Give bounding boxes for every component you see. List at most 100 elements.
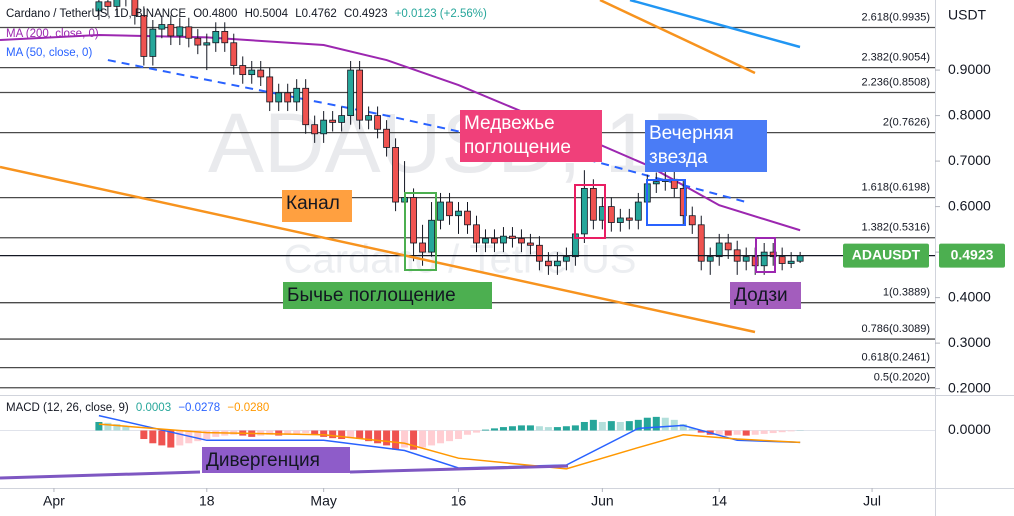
header: Cardano / TetherUS, 1D, BINANCE O0.4800 … bbox=[6, 8, 491, 20]
candle-body bbox=[239, 65, 247, 76]
price-tag-label: 0.4923 bbox=[951, 246, 994, 262]
histogram-bar bbox=[607, 421, 615, 431]
histogram-bar bbox=[293, 430, 301, 434]
macd-legend: MACD (12, 26, close, 9) 0.0003 −0.0278 −… bbox=[6, 402, 273, 414]
candle-body bbox=[545, 260, 552, 267]
fib-label: 1(0.3889) bbox=[883, 287, 930, 299]
ma-legend: MA (200, close, 0) bbox=[6, 28, 99, 40]
candle-body bbox=[392, 147, 399, 203]
fib-label: 0.618(0.2461) bbox=[862, 352, 931, 364]
high: H0.5004 bbox=[244, 8, 289, 20]
watermark-subtitle: Cardano / TetherUS bbox=[284, 238, 637, 282]
macd-tick-label: 0.0000 bbox=[948, 421, 991, 437]
candle-body bbox=[320, 119, 328, 135]
histogram-bar bbox=[455, 430, 463, 440]
title: Cardano / TetherUS, 1D, BINANCE bbox=[6, 8, 187, 20]
histogram-bar bbox=[329, 430, 337, 439]
histogram-bar bbox=[472, 430, 480, 433]
annotation: Бычье поглощение bbox=[283, 282, 492, 309]
candle-body bbox=[482, 238, 489, 244]
fib-label: 1.618(0.6198) bbox=[862, 181, 931, 193]
histogram-bar bbox=[580, 421, 588, 431]
candle-body bbox=[212, 30, 220, 44]
x-tick-label: May bbox=[310, 493, 336, 509]
histogram-bar bbox=[437, 430, 445, 444]
fib-label: 2.382(0.9054) bbox=[862, 52, 931, 64]
histogram-bar bbox=[679, 424, 687, 431]
histogram-bar bbox=[481, 429, 489, 431]
candle-body bbox=[527, 242, 534, 246]
histogram-bar bbox=[383, 430, 391, 446]
histogram-bar bbox=[544, 427, 552, 431]
candle-body bbox=[311, 124, 319, 135]
histogram-bar bbox=[356, 430, 364, 440]
highlight-box bbox=[646, 179, 686, 226]
histogram-bar bbox=[499, 427, 507, 431]
candle-body bbox=[95, 1, 103, 12]
histogram-bar bbox=[104, 422, 112, 431]
histogram-bar bbox=[275, 430, 283, 436]
histogram-bar bbox=[410, 430, 418, 450]
histogram-bar bbox=[643, 417, 651, 431]
channel-line bbox=[599, 0, 756, 75]
histogram-bar bbox=[365, 430, 373, 442]
ma-legend: MA (50, close, 0) bbox=[6, 47, 93, 59]
symbol-tag bbox=[843, 243, 929, 268]
histogram-bar bbox=[428, 430, 436, 446]
price-pane bbox=[0, 0, 935, 389]
y-tick-label: 0.4000 bbox=[948, 288, 991, 304]
histogram-bar bbox=[778, 430, 786, 433]
fib-label: 0.5(0.2020) bbox=[874, 372, 930, 384]
candle-body bbox=[446, 201, 453, 217]
close: C0.4923 bbox=[344, 8, 388, 20]
candle-body bbox=[329, 119, 337, 123]
histogram-bar bbox=[140, 430, 148, 440]
candle-body bbox=[518, 238, 525, 244]
histogram-bar bbox=[392, 430, 400, 450]
candle-body bbox=[248, 69, 256, 76]
histogram-bar bbox=[508, 426, 516, 431]
candle-body bbox=[455, 210, 462, 217]
histogram-bar bbox=[347, 430, 355, 439]
histogram-bar bbox=[517, 425, 525, 431]
histogram-bar bbox=[634, 419, 642, 431]
histogram-value: 0.0003 bbox=[135, 402, 172, 414]
candle-body bbox=[769, 251, 777, 258]
candle-body bbox=[625, 217, 633, 221]
histogram-bar bbox=[95, 421, 103, 431]
candle-body bbox=[131, 0, 139, 16]
candle-body bbox=[221, 30, 229, 44]
divergence-line bbox=[0, 470, 201, 480]
candle-body bbox=[724, 242, 732, 251]
candle-body bbox=[293, 87, 301, 103]
candle-body bbox=[104, 1, 112, 7]
candle-body bbox=[113, 0, 121, 7]
highlight-box bbox=[755, 237, 776, 273]
candle-body bbox=[607, 206, 615, 223]
histogram-bar bbox=[688, 428, 696, 431]
x-tick-label: 18 bbox=[199, 493, 215, 509]
fib-label: 2.618(0.9935) bbox=[862, 11, 931, 23]
candle-body bbox=[158, 24, 166, 30]
candle-body bbox=[715, 242, 723, 258]
y-tick-label: 0.6000 bbox=[948, 197, 991, 213]
y-tick-label: 0.3000 bbox=[948, 334, 991, 350]
histogram-bar bbox=[760, 430, 768, 434]
candle-body bbox=[742, 256, 750, 262]
candle-body bbox=[536, 244, 543, 262]
candle-body bbox=[500, 235, 507, 244]
histogram-bar bbox=[194, 430, 202, 442]
histogram-bar bbox=[616, 421, 624, 431]
candle-body bbox=[257, 69, 265, 78]
candle-body bbox=[437, 201, 444, 221]
histogram-bar bbox=[212, 430, 220, 437]
annotation: Дивергенция bbox=[202, 447, 350, 473]
candle-body bbox=[697, 224, 705, 262]
moving-average bbox=[107, 59, 747, 204]
candle-body bbox=[473, 224, 480, 244]
highlight-box bbox=[574, 184, 606, 239]
annotation: Медвежье поглощение bbox=[460, 110, 602, 162]
candle-body bbox=[760, 251, 768, 267]
